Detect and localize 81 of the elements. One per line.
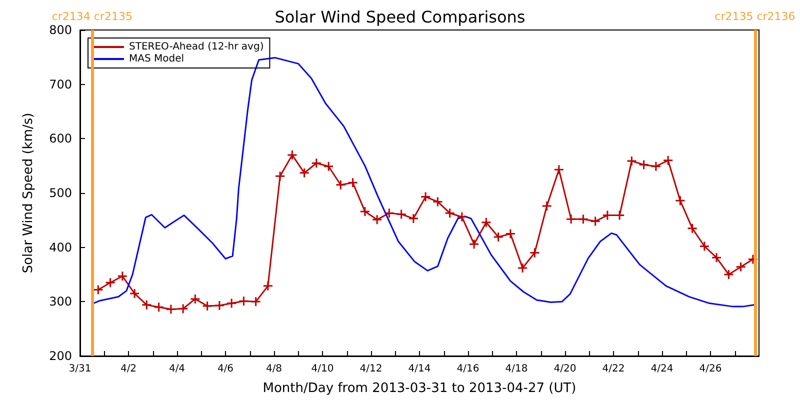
x-tick-label: 4/10: [311, 364, 334, 374]
y-tick-label: 300: [49, 294, 72, 309]
y-tick-label: 500: [49, 186, 72, 200]
point: [129, 288, 140, 299]
point: [687, 223, 698, 234]
point: [674, 195, 686, 206]
chart-title: Solar Wind Speed Comparisons: [274, 8, 526, 26]
point: [650, 161, 662, 172]
x-tick-label: 4/12: [360, 364, 382, 374]
point: [420, 192, 431, 202]
point: [117, 270, 128, 282]
x-tick-label: 4/22: [602, 364, 625, 374]
point: [105, 277, 116, 288]
x-tick-label: 4/16: [456, 364, 480, 374]
y-tick-label: 700: [49, 77, 72, 92]
y-tick-label: 400: [49, 240, 72, 254]
legend-label: STEREO-Ahead (12-hr avg): [129, 42, 264, 52]
point: [493, 232, 504, 242]
point: [262, 280, 274, 292]
point: [372, 214, 382, 225]
y-tick-label: 800: [49, 23, 72, 37]
point: [456, 212, 468, 222]
point: [384, 208, 394, 218]
point: [154, 302, 164, 312]
x-tick-label: 4/18: [505, 364, 528, 374]
point: [468, 238, 480, 250]
y-tick-label: 200: [49, 349, 72, 363]
point: [238, 296, 249, 306]
x-tick-label: 4/26: [699, 364, 722, 374]
point: [335, 180, 346, 190]
point: [444, 208, 456, 218]
point: [214, 300, 225, 311]
point: [141, 300, 152, 310]
x-tick-label: 4/2: [120, 364, 137, 374]
x-tick-label: 4/14: [408, 364, 431, 374]
ref-line-label: cr2135 cr2136: [714, 10, 796, 23]
point: [529, 248, 540, 258]
point: [723, 269, 734, 280]
point: [250, 296, 262, 307]
point: [226, 298, 237, 309]
x-tick-label: 4/4: [168, 364, 186, 374]
point: [202, 300, 213, 312]
point: [699, 240, 710, 252]
point: [311, 158, 322, 168]
point: [166, 304, 176, 315]
point: [638, 159, 650, 170]
x-tick-label: 4/20: [554, 364, 576, 374]
point: [626, 156, 637, 166]
point: [517, 262, 528, 274]
x-tick-label: 4/24: [650, 364, 674, 374]
x-tick-label: 3/31: [68, 364, 92, 374]
point: [711, 252, 722, 263]
point: [299, 168, 310, 178]
point: [505, 228, 516, 239]
point: [92, 284, 104, 295]
point: [408, 213, 419, 224]
point: [360, 206, 370, 217]
point: [578, 214, 588, 224]
y-tick-label: 600: [49, 132, 72, 146]
point: [396, 208, 407, 220]
point: [348, 177, 358, 188]
point: [736, 262, 746, 272]
point: [286, 150, 298, 160]
ref-line-label: cr2134 cr2135: [52, 10, 132, 23]
point: [748, 254, 758, 265]
x-tick-label: 4/6: [217, 364, 234, 374]
point: [274, 170, 286, 182]
point: [480, 217, 492, 228]
point: [566, 214, 576, 224]
y-axis-title: Solar Wind Speed (km/s): [21, 112, 36, 274]
x-axis-title: Month/Day from 2013-03-31 to 2013-04-27 (UT): [262, 381, 576, 396]
point: [178, 303, 188, 314]
point: [590, 216, 601, 227]
x-tick-label: 4/8: [266, 364, 282, 374]
point: [190, 294, 200, 304]
point: [554, 164, 564, 175]
point: [432, 196, 443, 207]
point: [662, 155, 674, 166]
point: [542, 200, 552, 212]
point: [323, 161, 334, 172]
legend-label: MAS Model: [129, 54, 184, 64]
